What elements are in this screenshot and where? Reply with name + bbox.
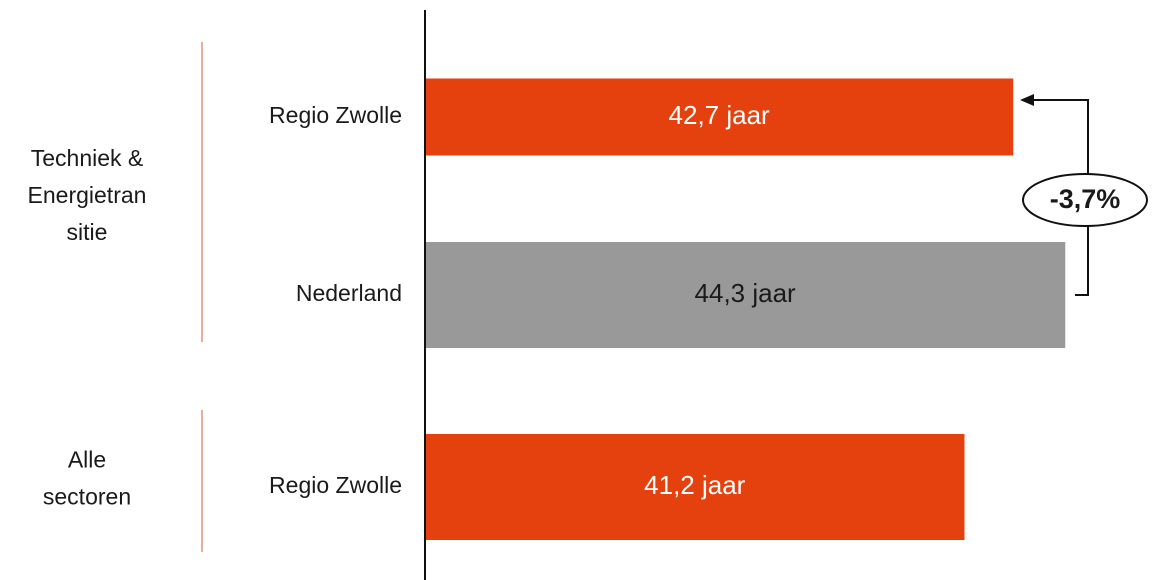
group-label: Energietran [28,182,147,208]
category-label: Nederland [296,280,402,306]
category-label: Regio Zwolle [269,102,402,128]
value-label: 42,7 jaar [669,100,771,130]
group-label: Alle [68,447,106,473]
bar [425,78,1014,156]
bar [425,434,965,540]
group-label: sitie [67,219,108,245]
bars [425,78,1066,540]
group-label: sectoren [43,484,131,510]
value-label: 41,2 jaar [644,470,746,500]
annotation: -3,7% [1050,184,1121,214]
bar [425,242,1066,348]
annotation-ellipse [1022,173,1148,227]
category-label: Regio Zwolle [269,472,402,498]
value-label: 44,3 jaar [695,278,797,308]
arrow-head [1020,94,1034,106]
group-label: Techniek & [31,145,144,171]
